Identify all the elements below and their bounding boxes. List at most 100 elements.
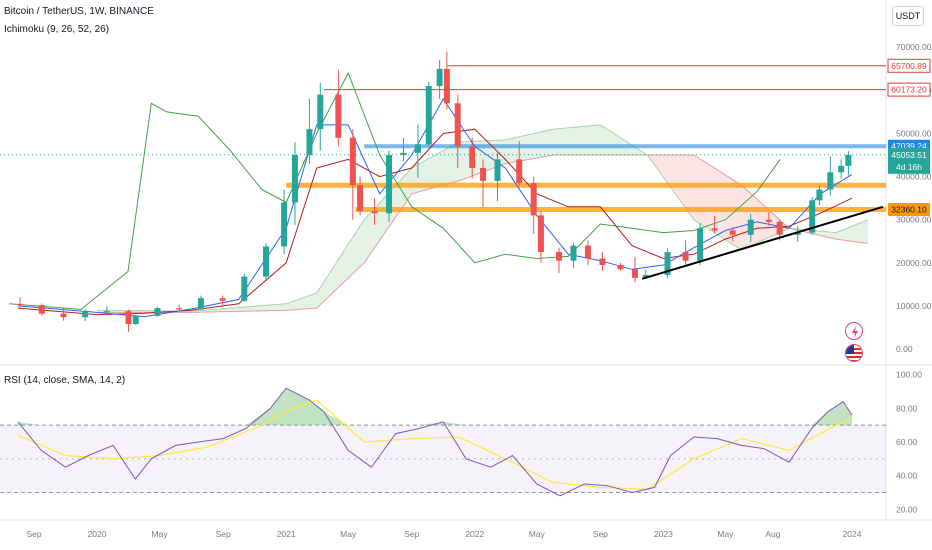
time-axis: Sep 2020 May Sep 2021 May Sep 2022 May Sep 2023 May… [26, 529, 861, 539]
candle [816, 185, 823, 206]
candle-body [697, 228, 704, 261]
cloud-segment [364, 167, 412, 263]
candle-body [357, 185, 364, 212]
candle-body [103, 311, 110, 313]
candle-body [530, 183, 537, 216]
time-tick-label: May [529, 529, 546, 539]
candle-body [682, 252, 689, 261]
candle-body [400, 152, 407, 156]
candle-body [584, 245, 591, 259]
rsi-overbought-fill [309, 399, 324, 426]
candle [794, 226, 801, 242]
candle-body [82, 311, 89, 318]
candle [516, 141, 523, 187]
candle [617, 262, 624, 271]
candle [400, 137, 407, 162]
candle [711, 215, 718, 234]
time-tick-label: Sep [26, 529, 41, 539]
candle [414, 124, 421, 178]
base-line [17, 128, 853, 316]
candle-body [335, 94, 342, 138]
candle-body [241, 276, 248, 301]
candle-body [197, 298, 204, 310]
price-tick-label: 50000.00 [896, 128, 932, 138]
rsi-ma-line [17, 399, 853, 490]
time-tick-label: 2022 [465, 529, 484, 539]
ichimoku-legend[interactable]: Ichimoku (9, 26, 52, 26) [4, 24, 110, 35]
rsi-overbought-fill [418, 421, 444, 426]
candle-body [794, 232, 801, 235]
candle-body [642, 274, 649, 278]
candle [335, 69, 342, 147]
currency-button[interactable]: USDT [892, 6, 924, 26]
candle-body [494, 159, 501, 181]
candle-body [570, 245, 577, 261]
countdown-label: 4d 16h [896, 162, 922, 172]
candle-body [827, 172, 834, 190]
candle-body [664, 252, 671, 275]
candle [747, 213, 754, 243]
candle-body [414, 144, 421, 153]
level-label: 32360.10 [891, 205, 927, 215]
candle [480, 159, 487, 207]
horizontal-levels [0, 65, 886, 213]
candle-body [809, 200, 816, 233]
price-tick-label: 0.00 [896, 344, 913, 354]
rsi-overbought-fill [323, 411, 349, 426]
candle [82, 309, 89, 322]
candle-body [132, 315, 139, 325]
cloud-segment [835, 219, 869, 244]
price-tick-label: 20000.00 [896, 258, 932, 268]
candle-body [556, 252, 563, 261]
leading-span-b-line [97, 154, 869, 313]
rsi-line [17, 387, 853, 497]
symbol-title[interactable]: Bitcoin / TetherUS, 1W, BINANCE [4, 6, 154, 17]
ichimoku-lines [9, 71, 853, 318]
candle-body [425, 86, 432, 145]
candle-body [125, 311, 132, 325]
candle [469, 137, 476, 179]
rsi-overbought-fill [17, 421, 42, 426]
candles [17, 51, 852, 332]
grid-layer [0, 0, 932, 521]
candle-body [317, 94, 324, 130]
price-axis: 70000.0060000.0050000.0040000.0030000.00… [896, 42, 932, 514]
candle-body [816, 189, 823, 201]
candle [729, 227, 736, 242]
candle [197, 295, 204, 311]
rsi-overbought-fill [827, 401, 844, 426]
rsi-pane [0, 387, 886, 497]
rsi-tick-label: 20.00 [896, 504, 918, 514]
candle-body [306, 129, 313, 156]
candle [537, 211, 544, 263]
candle [263, 243, 270, 280]
candle-body [480, 167, 487, 181]
price-tick-label: 10000.00 [896, 301, 932, 311]
time-tick-label: Sep [593, 529, 608, 539]
candle-body [469, 146, 476, 168]
candle-body [281, 202, 288, 247]
candle [125, 309, 132, 332]
level-label-bg [887, 82, 931, 97]
us-flag-icon[interactable] [845, 344, 863, 362]
candle [697, 223, 704, 265]
candle [306, 98, 313, 164]
time-tick-label: May [717, 529, 734, 539]
ichimoku-cloud [96, 124, 869, 313]
leading-span-a-line [96, 124, 869, 312]
candle [436, 60, 443, 99]
candle [599, 251, 606, 271]
time-tick-label: May [152, 529, 169, 539]
candle [682, 240, 689, 265]
candle-body [838, 165, 845, 173]
rsi-overbought-fill [443, 421, 466, 426]
rsi-tick-label: 40.00 [896, 471, 918, 481]
rsi-legend[interactable]: RSI (14, close, SMA, 14, 2) [4, 375, 126, 386]
candle [154, 306, 161, 317]
cloud-segment [411, 142, 459, 194]
candle-body [537, 215, 544, 253]
conversion-line [17, 98, 853, 318]
candle [556, 247, 563, 274]
lightning-icon[interactable] [845, 322, 863, 340]
